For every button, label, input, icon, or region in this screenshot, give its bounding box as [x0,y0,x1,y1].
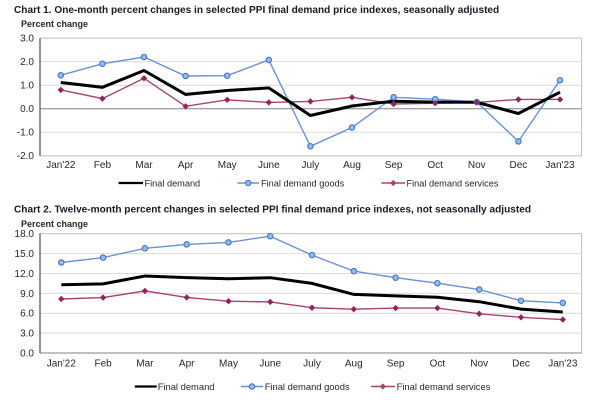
svg-text:3.0: 3.0 [20,329,34,340]
svg-text:June: June [259,359,281,370]
svg-text:Final demand: Final demand [145,178,201,188]
svg-text:Jan'23: Jan'23 [548,359,578,370]
svg-text:2.0: 2.0 [20,57,34,68]
svg-text:Jan'23: Jan'23 [545,160,575,171]
svg-text:Aug: Aug [345,359,363,370]
svg-text:Final demand goods: Final demand goods [265,381,350,392]
svg-text:0.0: 0.0 [20,104,34,115]
svg-text:Sep: Sep [387,359,405,370]
svg-text:Feb: Feb [94,359,112,370]
svg-text:12.0: 12.0 [15,269,35,280]
svg-text:Final demand: Final demand [158,381,215,392]
svg-text:9.0: 9.0 [20,289,34,300]
svg-text:Percent change: Percent change [21,219,88,229]
svg-text:Nov: Nov [468,160,486,171]
svg-text:Apr: Apr [178,160,194,171]
svg-text:Final demand services: Final demand services [407,178,499,188]
svg-text:Nov: Nov [470,359,488,370]
svg-text:1.0: 1.0 [20,81,34,92]
svg-text:Mar: Mar [135,160,153,171]
svg-text:-1.0: -1.0 [17,128,35,139]
svg-text:Dec: Dec [512,359,530,370]
svg-text:Chart 1. One-month percent cha: Chart 1. One-month percent changes in se… [14,5,499,16]
svg-text:Final demand goods: Final demand goods [261,178,345,188]
svg-text:Aug: Aug [343,160,361,171]
svg-text:Sep: Sep [385,160,403,171]
svg-text:Jan'22: Jan'22 [46,160,76,171]
svg-text:Oct: Oct [430,359,446,370]
svg-text:Oct: Oct [427,160,443,171]
svg-text:18.0: 18.0 [15,229,35,240]
svg-text:Percent change: Percent change [21,19,88,29]
svg-text:July: July [303,359,321,370]
svg-text:-2.0: -2.0 [17,151,35,162]
svg-text:3.0: 3.0 [20,34,34,45]
svg-text:Final demand services: Final demand services [397,381,491,392]
svg-text:Chart 2. Twelve-month percent: Chart 2. Twelve-month percent changes in… [14,205,531,216]
svg-text:May: May [219,359,238,370]
svg-text:Apr: Apr [179,359,195,370]
svg-text:Feb: Feb [94,160,112,171]
svg-text:Mar: Mar [136,359,154,370]
svg-text:15.0: 15.0 [15,249,35,260]
svg-text:Dec: Dec [510,160,528,171]
svg-text:July: July [302,160,320,171]
svg-text:6.0: 6.0 [20,309,34,320]
svg-text:0.0: 0.0 [20,348,34,359]
svg-text:Jan'22: Jan'22 [47,359,77,370]
svg-text:June: June [258,160,280,171]
svg-text:May: May [218,160,237,171]
